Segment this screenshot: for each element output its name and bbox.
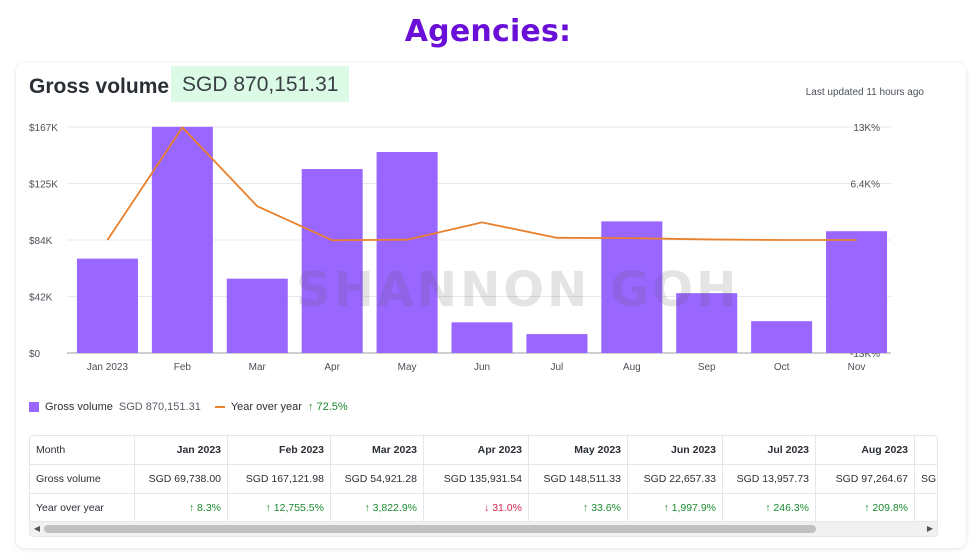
bar — [226, 278, 288, 353]
legend-yoy-label: Year over year — [230, 401, 302, 413]
table-cell: SGD 135,931.54 — [423, 464, 529, 494]
table-header-cell: Mar 2023 — [330, 436, 424, 465]
x-tick-label: Jul — [551, 362, 564, 373]
table-cell: ↑ 209.8% — [815, 493, 915, 523]
horizontal-scrollbar[interactable]: ◀ ▶ — [30, 521, 937, 536]
total-value-chip: SGD 870,151.31 — [171, 66, 350, 102]
y-left-tick-label: $0 — [29, 349, 41, 360]
table-header-cell: Jan 2023 — [134, 436, 228, 465]
table-cell: SGD 148,511.33 — [528, 464, 628, 494]
watermark: SHANNON GOH — [296, 262, 740, 318]
table-cell: SGD 22,657.33 — [627, 464, 723, 494]
table-cell: SGD 54,921.28 — [330, 464, 424, 494]
table-cell: ↑ 64.6% — [914, 493, 937, 523]
scrollbar-thumb[interactable] — [44, 525, 816, 533]
data-table-container[interactable]: Month Jan 2023 Feb 2023 Mar 2023 Apr 2023 May… — [29, 435, 938, 537]
table-cell: ↑ 33.6% — [528, 493, 628, 523]
page-heading: Agencies: — [404, 14, 572, 49]
y-left-tick-label: $167K — [29, 123, 58, 134]
bar — [526, 334, 588, 353]
table-header-cell: Jul 2023 — [722, 436, 816, 465]
table-header-cell: Apr 2023 — [423, 436, 529, 465]
table-cell: ↑ 8.3% — [134, 493, 228, 523]
bar — [826, 231, 888, 353]
row-label: Year over year — [30, 493, 135, 523]
bar — [76, 258, 138, 353]
x-tick-label: Aug — [623, 362, 641, 373]
yoy-line-swatch — [214, 406, 225, 408]
x-tick-label: Nov — [848, 362, 866, 373]
table-cell: SGD 44,218.99 — [914, 464, 937, 494]
x-tick-label: Oct — [774, 362, 790, 373]
x-tick-label: Jan 2023 — [87, 362, 129, 373]
bar — [301, 169, 363, 353]
y-right-tick-label: -13K% — [850, 349, 880, 360]
gross-volume-chart: $0$42K$84K$125K$167K-13K%-6.4K%0%6.4K%13… — [29, 123, 891, 373]
x-tick-label: May — [398, 362, 417, 373]
table-cell: ↑ 246.3% — [722, 493, 816, 523]
table-cell: SGD 69,738.00 — [134, 464, 228, 494]
table-row: Year over year ↑ 8.3% ↑ 12,755.5% ↑ 3,822.9… — [30, 493, 937, 523]
table-cell: ↑ 3,822.9% — [330, 493, 424, 523]
table-cell: ↓ 31.0% — [423, 493, 529, 523]
bar — [676, 293, 738, 353]
table-header-cell: May 2023 — [528, 436, 628, 465]
card-title: Gross volume — [29, 75, 170, 98]
y-left-tick-label: $125K — [29, 180, 58, 191]
x-tick-label: Sep — [698, 362, 716, 373]
y-left-tick-label: $84K — [29, 236, 53, 247]
bar — [151, 126, 213, 353]
legend-gross-label: Gross volume — [45, 401, 113, 413]
last-updated-text: Last updated 11 hours ago — [805, 87, 924, 98]
table-header-month: Month — [30, 436, 135, 465]
bar — [376, 152, 438, 353]
table-cell: SGD 97,264.67 — [815, 464, 915, 494]
bar — [751, 321, 813, 353]
table-header-cell: Jun 2023 — [627, 436, 723, 465]
y-left-tick-label: $42K — [29, 293, 53, 304]
table-header-row: Month Jan 2023 Feb 2023 Mar 2023 Apr 2023 May… — [30, 436, 937, 465]
monthly-data-table: Month Jan 2023 Feb 2023 Mar 2023 Apr 2023 May… — [30, 436, 937, 523]
table-cell: ↑ 1,997.9% — [627, 493, 723, 523]
bar — [451, 322, 513, 353]
x-tick-label: Mar — [249, 362, 267, 373]
table-header-cell: Sep 2023 — [914, 436, 937, 465]
table-cell: SGD 13,957.73 — [722, 464, 816, 494]
table-cell: ↑ 12,755.5% — [227, 493, 331, 523]
chart-legend: Gross volume SGD 870,151.31 Year over ye… — [29, 401, 348, 413]
x-tick-label: Jun — [474, 362, 490, 373]
bar — [601, 221, 663, 353]
scroll-left-arrow-icon[interactable]: ◀ — [33, 524, 41, 533]
x-tick-label: Feb — [174, 362, 192, 373]
legend-yoy-value: ↑ 72.5% — [307, 401, 348, 413]
gross-volume-swatch — [29, 402, 39, 412]
table-header-cell: Aug 2023 — [815, 436, 915, 465]
x-tick-label: Apr — [324, 362, 340, 373]
y-right-tick-label: 13K% — [853, 123, 880, 134]
scroll-right-arrow-icon[interactable]: ▶ — [926, 524, 934, 533]
table-row: Gross volume SGD 69,738.00 SGD 167,121.98 S… — [30, 464, 937, 494]
legend-gross-value: SGD 870,151.31 — [118, 401, 201, 413]
table-cell: SGD 167,121.98 — [227, 464, 331, 494]
row-label: Gross volume — [30, 464, 135, 494]
table-header-cell: Feb 2023 — [227, 436, 331, 465]
y-right-tick-label: 6.4K% — [851, 180, 881, 191]
